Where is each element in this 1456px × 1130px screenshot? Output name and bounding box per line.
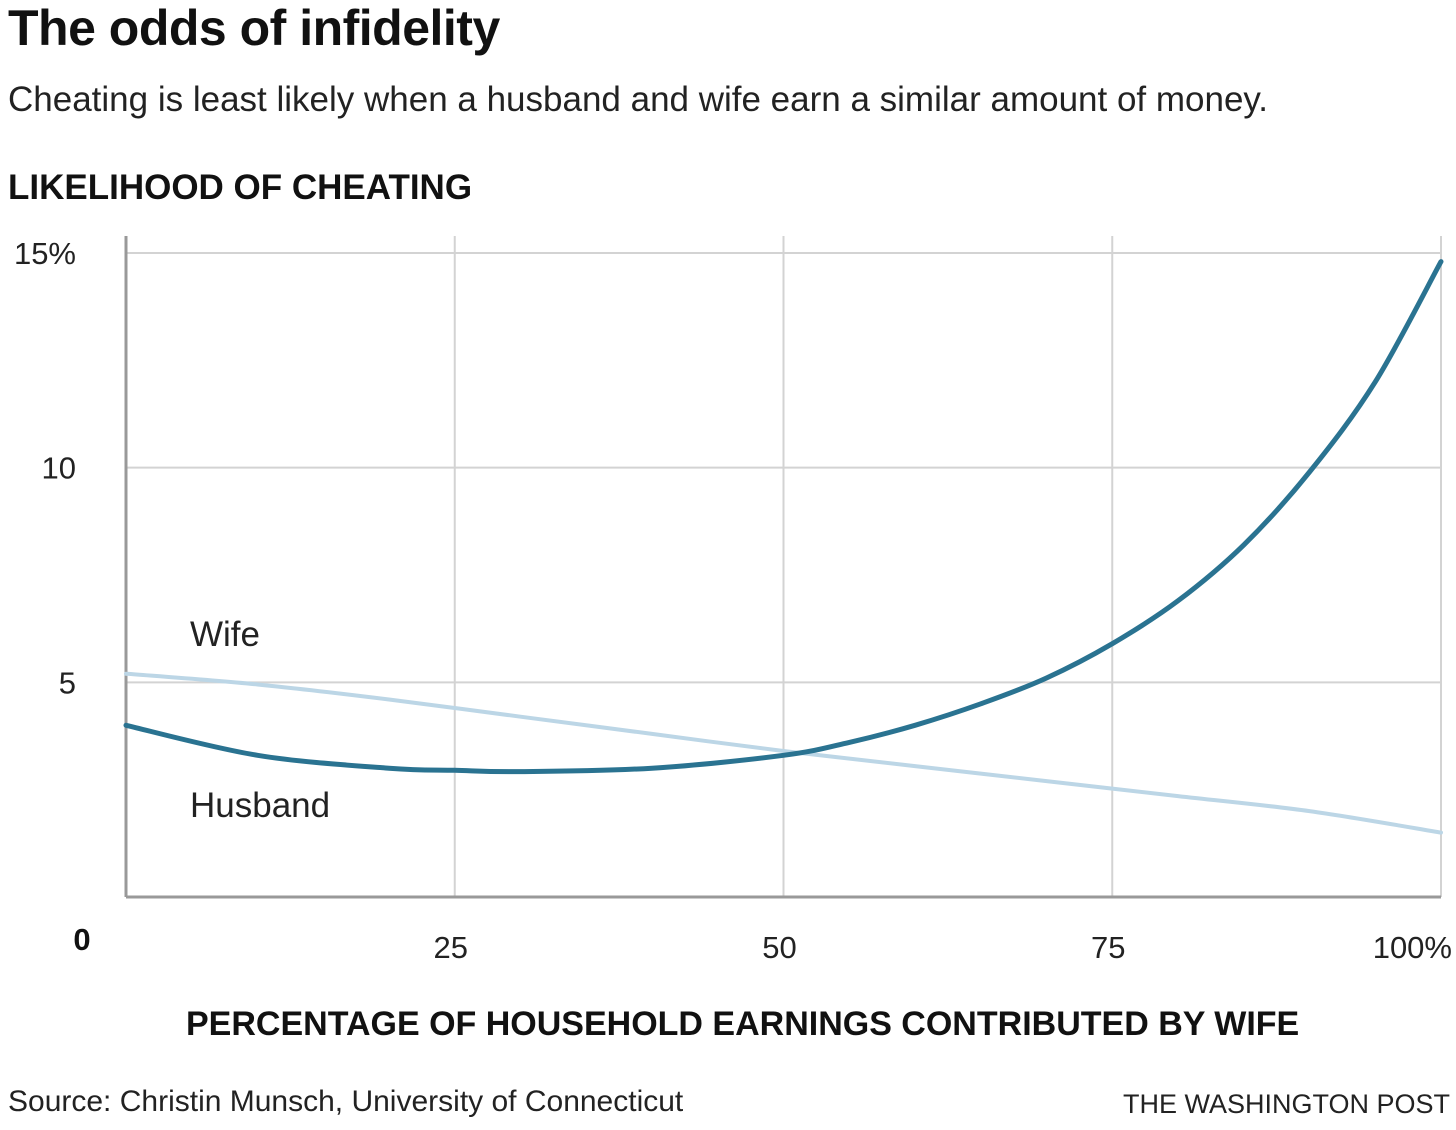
series-line-wife xyxy=(124,671,1443,835)
axis-layer: 5 10 15% 0 25 50 75 100% xyxy=(14,236,1452,965)
grid-layer xyxy=(126,236,1442,897)
x-tick-label: 25 xyxy=(434,930,468,965)
y-axis-label: LIKELIHOOD OF CHEATING xyxy=(8,168,473,207)
series-label-husband: Husband xyxy=(190,786,330,825)
series-layer xyxy=(123,259,1444,835)
chart-title: The odds of infidelity xyxy=(8,0,500,56)
series-label-wife: Wife xyxy=(190,615,260,654)
x-axis-label: PERCENTAGE OF HOUSEHOLD EARNINGS CONTRIB… xyxy=(186,1005,1300,1043)
series-line-husband xyxy=(123,259,1444,775)
x-tick-label-zero: 0 xyxy=(73,922,90,957)
publisher-credit: THE WASHINGTON POST xyxy=(1122,1089,1450,1119)
x-tick-label: 75 xyxy=(1091,930,1125,965)
x-tick-label: 100% xyxy=(1373,930,1452,965)
chart-subtitle: Cheating is least likely when a husband … xyxy=(8,80,1269,119)
source-note: Source: Christin Munsch, University of C… xyxy=(8,1085,684,1118)
y-tick-label: 10 xyxy=(42,451,76,486)
x-tick-label: 50 xyxy=(762,930,796,965)
y-tick-label: 15% xyxy=(14,236,76,271)
label-layer: Wife Husband xyxy=(190,615,330,825)
y-tick-label: 5 xyxy=(59,665,76,700)
